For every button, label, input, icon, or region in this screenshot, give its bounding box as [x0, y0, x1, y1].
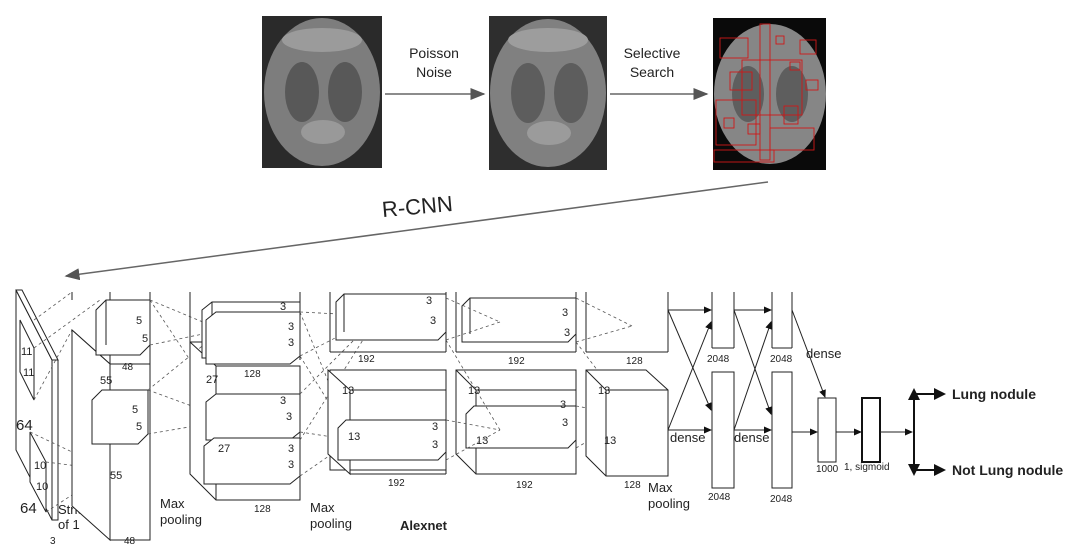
fc1-bot-size: 2048 — [708, 492, 731, 503]
conv3-k4: 3 — [432, 439, 438, 451]
output-size: 1, sigmoid — [844, 462, 890, 473]
conv1-dim2: 55 — [110, 470, 122, 482]
input-volume — [15, 289, 59, 521]
conv4-k4: 3 — [562, 417, 568, 429]
pool2-label-1: Max — [310, 500, 335, 515]
search-label-2: Search — [630, 64, 674, 80]
stride-label-2: of 1 — [58, 517, 80, 532]
input-kernel-bot2: 10 — [36, 481, 48, 493]
conv4-dim2: 13 — [476, 435, 488, 447]
poisson-label-2: Noise — [416, 64, 452, 80]
input-size-top: 64 — [16, 417, 33, 434]
conv2-k3: 3 — [288, 337, 294, 349]
dense-label-2: dense — [734, 430, 769, 445]
pool2-label-2: pooling — [310, 516, 352, 531]
conv2-depth-top: 128 — [244, 369, 261, 380]
conv5-block — [585, 292, 669, 477]
fc1-top-size: 2048 — [707, 354, 730, 365]
output-branch — [908, 388, 946, 476]
conv4-block — [455, 292, 577, 475]
conv3-k2: 3 — [430, 315, 436, 327]
pool1-label-2: pooling — [160, 512, 202, 527]
conv5-dim: 13 — [598, 385, 610, 397]
dense-label-1: dense — [670, 430, 705, 445]
conv4-dim: 13 — [468, 385, 480, 397]
conv1-depth-top: 48 — [122, 362, 134, 373]
fc2-bot-size: 2048 — [770, 494, 793, 505]
input-kernel-bot: 10 — [34, 460, 46, 472]
conv1-depth: 48 — [124, 536, 136, 547]
pool3-label-2: pooling — [648, 496, 690, 511]
conv5-depth-bot: 128 — [624, 480, 641, 491]
conv2-k2: 3 — [288, 321, 294, 333]
conv2-k4: 3 — [280, 395, 286, 407]
conv3-block — [327, 292, 447, 476]
conv2-dim2: 27 — [218, 443, 230, 455]
conv3-dim2: 13 — [348, 431, 360, 443]
conv2-k6: 3 — [288, 443, 294, 455]
poisson-label-1: Poisson — [409, 45, 459, 61]
conv3-depth-bot: 192 — [388, 478, 405, 489]
input-size-bottom: 64 — [20, 500, 37, 517]
fc2-top-size: 2048 — [770, 354, 793, 365]
conv5-depth-top: 128 — [626, 356, 643, 367]
conv1-k2: 5 — [142, 333, 148, 345]
conv1-k4: 5 — [136, 421, 142, 433]
fc-connections — [667, 306, 913, 436]
alexnet-title: Alexnet — [400, 518, 448, 533]
search-label-1: Selective — [624, 45, 681, 61]
conv2-k7: 3 — [288, 459, 294, 471]
conv1-dim: 55 — [100, 375, 112, 387]
arrow-to-alexnet — [64, 181, 769, 281]
input-depth: 3 — [50, 536, 56, 547]
conv2-dim: 27 — [206, 374, 218, 386]
output-not-lung-nodule: Not Lung nodule — [952, 462, 1063, 478]
input-kernel-top2: 11 — [23, 367, 34, 379]
dense-label-3: dense — [806, 346, 841, 361]
rcnn-label: R-CNN — [381, 191, 454, 222]
ct-image-noisy — [489, 16, 607, 170]
output-lung-nodule: Lung nodule — [952, 386, 1036, 402]
conv2-k1: 3 — [280, 301, 286, 313]
conv2-k5: 3 — [286, 411, 292, 423]
conv1-k1: 5 — [136, 315, 142, 327]
conv4-k3: 3 — [560, 399, 566, 411]
ct-image-original — [262, 16, 382, 168]
conv3-k1: 3 — [426, 295, 432, 307]
conv4-depth-bot: 192 — [516, 480, 533, 491]
conv3-k3: 3 — [432, 421, 438, 433]
input-kernel-top: 11 — [21, 346, 32, 358]
fc3-size: 1000 — [816, 464, 839, 475]
pool3-label-1: Max — [648, 480, 673, 495]
pool1-label-1: Max — [160, 496, 185, 511]
conv2-depth-bot: 128 — [254, 504, 271, 515]
conv4-k2: 3 — [564, 327, 570, 339]
conv5-dim2: 13 — [604, 435, 616, 447]
conv4-k1: 3 — [562, 307, 568, 319]
conv1-block — [71, 292, 151, 542]
ct-image-selective-search — [713, 18, 826, 170]
conv3-dim: 13 — [342, 385, 354, 397]
conv4-depth-top: 192 — [508, 356, 525, 367]
conv1-k3: 5 — [132, 404, 138, 416]
conv3-depth-top: 192 — [358, 354, 375, 365]
fc-layers — [711, 292, 881, 489]
conv2-block — [189, 292, 301, 501]
